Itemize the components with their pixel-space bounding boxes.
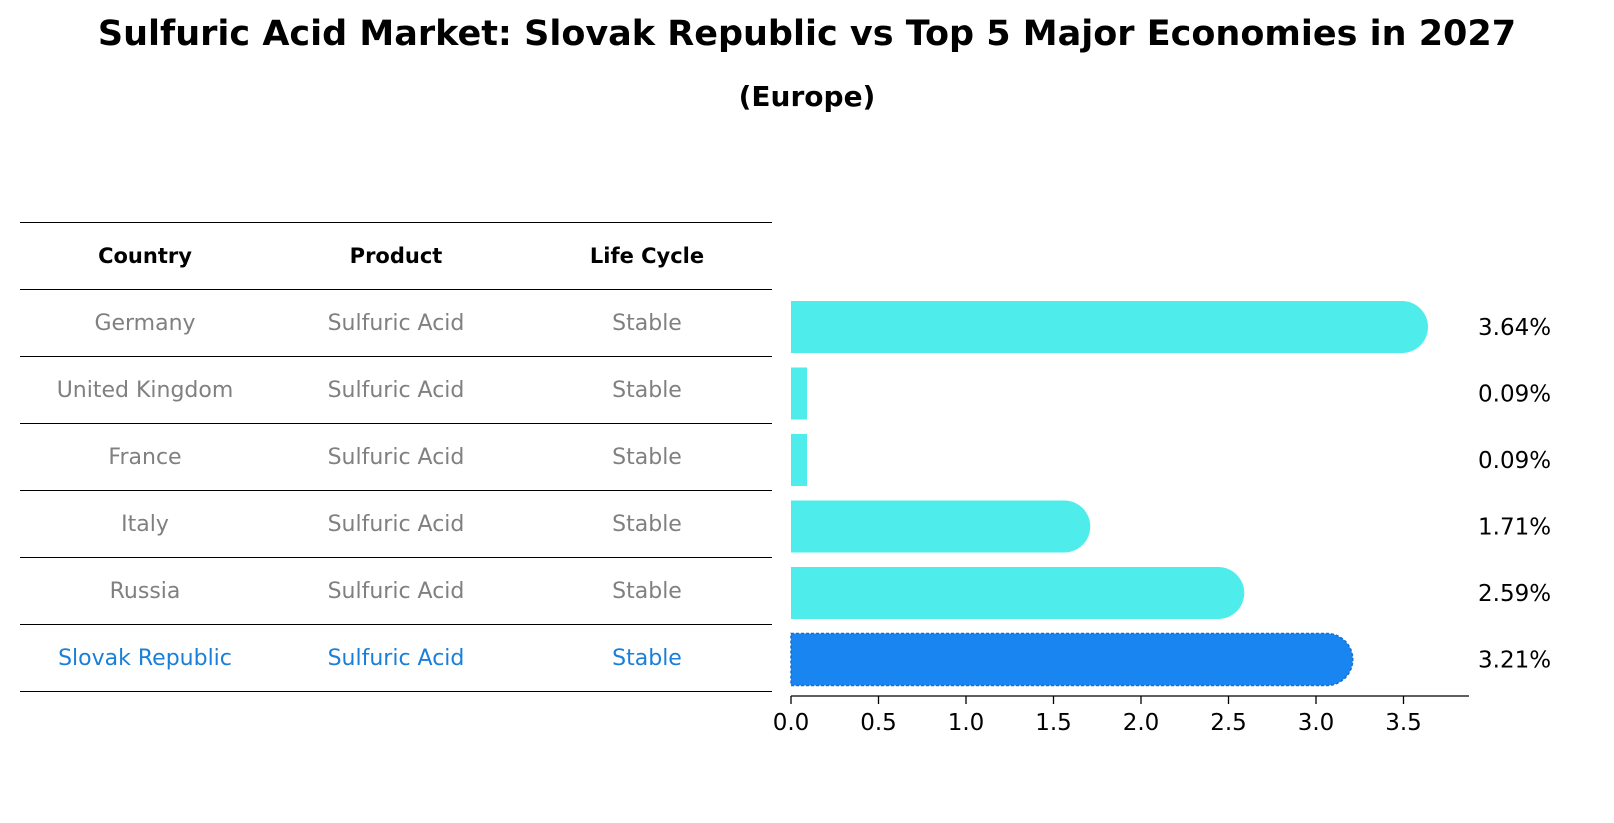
cell-country: France: [20, 423, 270, 491]
x-tick-label: 0.0: [773, 710, 810, 736]
x-tick-label: 1.5: [1035, 710, 1072, 736]
country-table: Country Product Life Cycle Germany Sulfu…: [20, 222, 772, 692]
cell-product: Sulfuric Acid: [270, 490, 522, 558]
cell-product: Sulfuric Acid: [270, 356, 522, 424]
cell-country: Germany: [20, 289, 270, 357]
bar: [791, 567, 1245, 619]
bar: [791, 500, 1091, 553]
value-label: 0.09%: [1478, 448, 1551, 474]
bar-highlight: [790, 632, 1354, 687]
value-label: 0.09%: [1478, 382, 1551, 408]
cell-life-cycle: Stable: [522, 624, 772, 692]
header-product: Product: [270, 222, 522, 290]
chart-subtitle: (Europe): [738, 80, 876, 113]
cell-country: United Kingdom: [20, 356, 270, 424]
cell-product: Sulfuric Acid: [270, 557, 522, 625]
value-label: 3.64%: [1478, 315, 1551, 341]
table-row: United Kingdom Sulfuric Acid Stable: [20, 356, 772, 424]
x-tick-label: 0.5: [860, 710, 897, 736]
cell-product: Sulfuric Acid: [270, 423, 522, 491]
table-header-row: Country Product Life Cycle: [20, 222, 772, 290]
table-row: Germany Sulfuric Acid Stable: [20, 289, 772, 357]
x-tick-label: 1.0: [948, 710, 985, 736]
table-row: Italy Sulfuric Acid Stable: [20, 490, 772, 558]
cell-life-cycle: Stable: [522, 423, 772, 491]
value-label: 3.21%: [1478, 648, 1551, 674]
bar: [791, 434, 807, 486]
chart-title: Sulfuric Acid Market: Slovak Republic vs…: [97, 14, 1517, 54]
header-country: Country: [20, 222, 270, 290]
x-tick-label: 3.0: [1298, 710, 1335, 736]
table-row: France Sulfuric Acid Stable: [20, 423, 772, 491]
value-label: 2.59%: [1478, 581, 1551, 607]
cell-product: Sulfuric Acid: [270, 624, 522, 692]
header-life-cycle: Life Cycle: [522, 222, 772, 290]
value-label: 1.71%: [1478, 515, 1551, 541]
cell-life-cycle: Stable: [522, 356, 772, 424]
table-row: Russia Sulfuric Acid Stable: [20, 557, 772, 625]
cell-life-cycle: Stable: [522, 289, 772, 357]
cell-country: Italy: [20, 490, 270, 558]
cell-life-cycle: Stable: [522, 490, 772, 558]
cell-country: Slovak Republic: [20, 624, 270, 692]
x-tick-label: 2.5: [1210, 710, 1247, 736]
bar: [791, 367, 807, 420]
bar: [791, 301, 1428, 353]
x-tick-label: 3.5: [1385, 710, 1422, 736]
cell-life-cycle: Stable: [522, 557, 772, 625]
cell-product: Sulfuric Acid: [270, 289, 522, 357]
cell-country: Russia: [20, 557, 270, 625]
x-tick-label: 2.0: [1123, 710, 1160, 736]
table-row-highlight: Slovak Republic Sulfuric Acid Stable: [20, 624, 772, 692]
